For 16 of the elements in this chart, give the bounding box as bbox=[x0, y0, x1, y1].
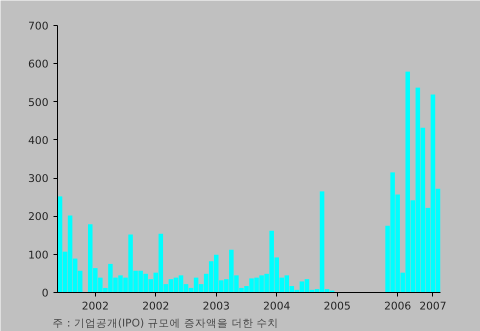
y-tick-label: 700 bbox=[28, 20, 49, 32]
text: 주 : 기업공개(IPO) 규모에 증자액을 더한 수치 bbox=[52, 316, 279, 330]
y-tick-label: 500 bbox=[28, 96, 49, 109]
y-tick-label: 0 bbox=[42, 286, 49, 300]
x-tick-label: 2007 bbox=[419, 300, 447, 312]
y-tick-label: 400 bbox=[28, 134, 49, 147]
x-tick-label: 2003 bbox=[202, 300, 230, 312]
y-tick-label: 300 bbox=[28, 172, 49, 186]
x-tick-label: 2005 bbox=[324, 300, 351, 312]
x-tick-label: 2002 bbox=[142, 300, 170, 312]
x-tick-label: 2002 bbox=[82, 300, 109, 312]
x-tick-label: 2004 bbox=[263, 300, 290, 312]
y-tick-label: 200 bbox=[28, 210, 49, 224]
x-tick-label: 2006 bbox=[384, 300, 412, 312]
y-tick-label: 100 bbox=[28, 248, 49, 262]
y-tick-label: 600 bbox=[28, 58, 49, 71]
